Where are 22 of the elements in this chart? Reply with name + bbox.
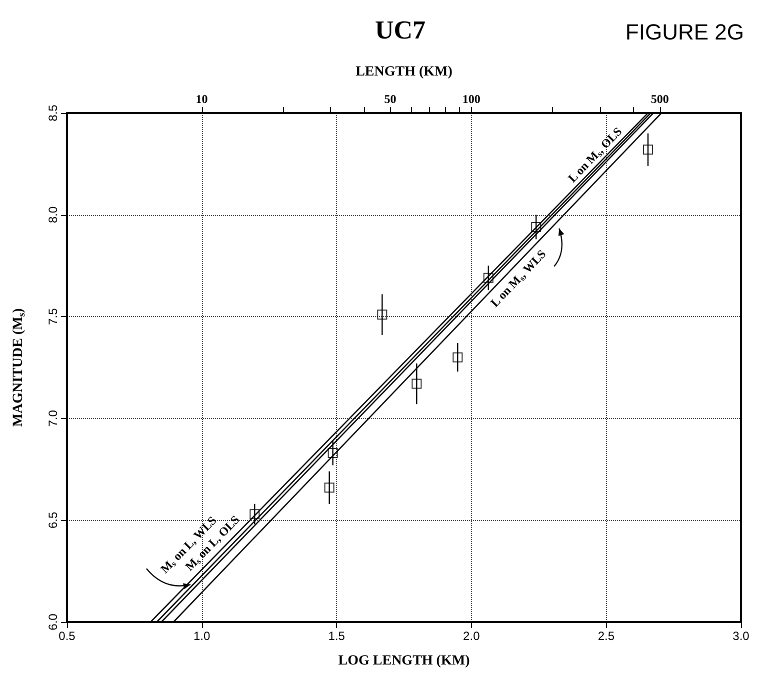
x-axis-title: LOG LENGTH (KM) xyxy=(338,654,470,668)
y-tick-label: 6.5 xyxy=(46,512,60,529)
y-tick-label: 6.0 xyxy=(46,613,60,630)
x-tick-label: 2.0 xyxy=(463,629,480,643)
y-tick-label: 7.5 xyxy=(46,308,60,325)
annotation: L on Ms, OLS xyxy=(565,124,625,186)
x2-axis-title: LENGTH (KM) xyxy=(356,64,453,80)
x-tick-label: 2.5 xyxy=(598,629,615,643)
x-tick-label: 1.0 xyxy=(193,629,210,643)
chart-title: UC7 xyxy=(375,16,426,44)
y-tick-label: 7.0 xyxy=(46,410,60,427)
x2-tick-label: 50 xyxy=(384,92,396,106)
x2-tick-label: 500 xyxy=(650,92,669,106)
x-tick-label: 1.5 xyxy=(328,629,346,643)
x-tick-label: 3.0 xyxy=(732,629,750,643)
y-tick-label: 8.5 xyxy=(46,104,60,122)
x2-tick-label: 10 xyxy=(196,92,208,106)
x2-tick-label: 100 xyxy=(462,92,480,106)
chart-subtitle: FIGURE 2G xyxy=(625,20,744,44)
y-axis-title: MAGNITUDE (Ms) xyxy=(11,308,28,427)
x-tick-label: 0.5 xyxy=(58,629,76,643)
y-tick-label: 8.0 xyxy=(46,206,60,224)
